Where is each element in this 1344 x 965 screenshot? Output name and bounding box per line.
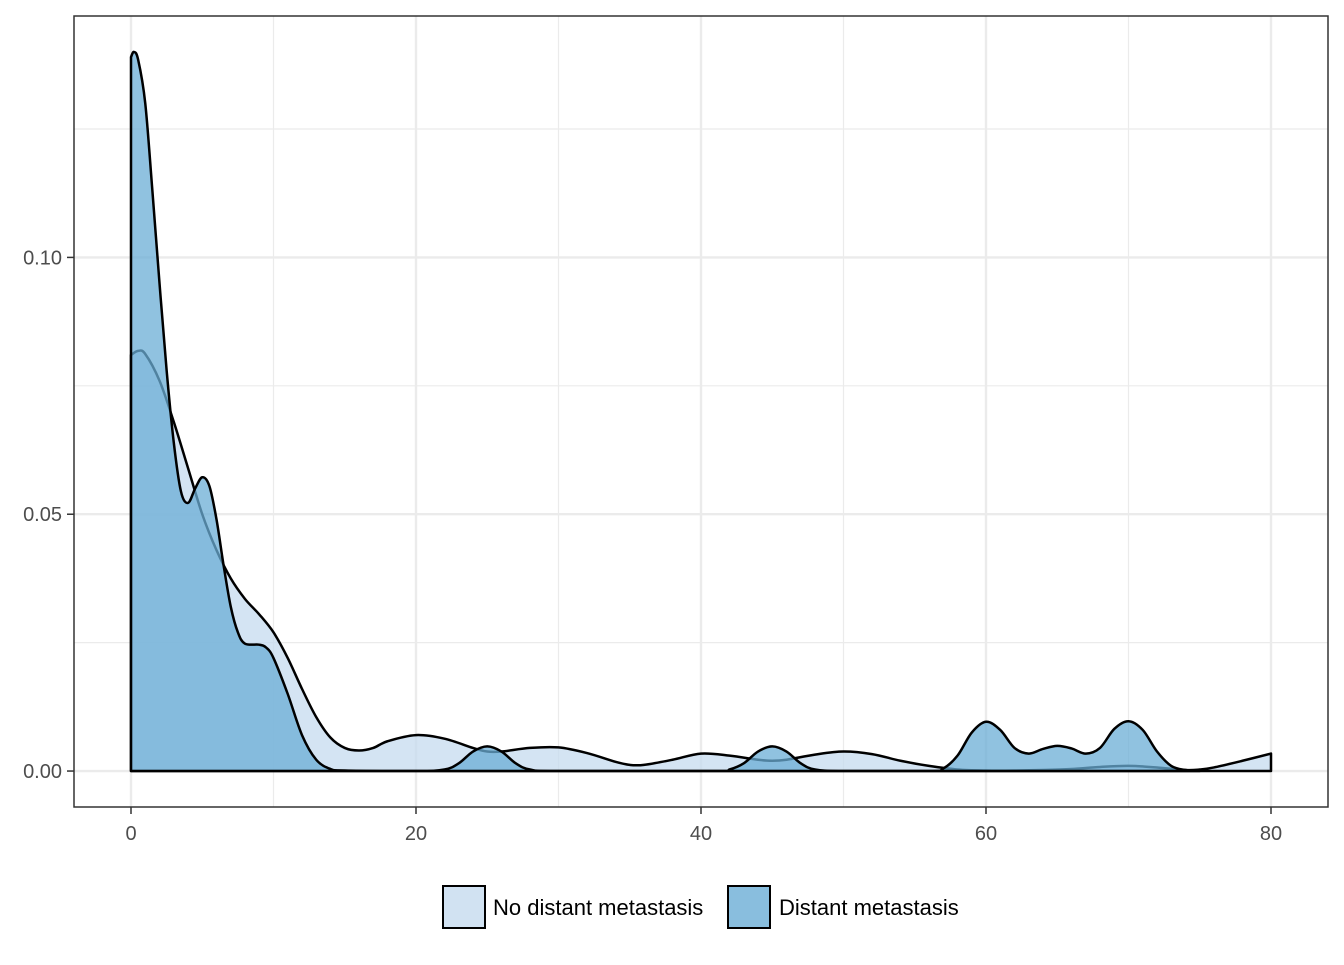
y-tick-label: 0.05	[23, 504, 62, 526]
axes: 0 20 40 60 80 0.00 0.05 0.10	[23, 247, 1282, 845]
x-tick-label: 20	[405, 823, 427, 845]
x-tick-label: 60	[975, 823, 997, 845]
legend-key-distant-metastasis	[727, 885, 771, 929]
legend-label-no-distant-metastasis: No distant metastasis	[493, 895, 703, 920]
y-tick-label: 0.10	[23, 247, 62, 269]
x-tick-label: 80	[1260, 823, 1282, 845]
legend: No distant metastasis Distant metastasis	[442, 885, 959, 929]
legend-label-distant-metastasis: Distant metastasis	[779, 895, 959, 920]
density-area-distant-metastasis	[129, 50, 1201, 773]
x-tick-label: 0	[125, 823, 136, 845]
density-areas	[129, 50, 1273, 773]
x-tick-label: 40	[690, 823, 712, 845]
legend-key-no-distant-metastasis	[442, 885, 486, 929]
y-tick-label: 0.00	[23, 761, 62, 783]
